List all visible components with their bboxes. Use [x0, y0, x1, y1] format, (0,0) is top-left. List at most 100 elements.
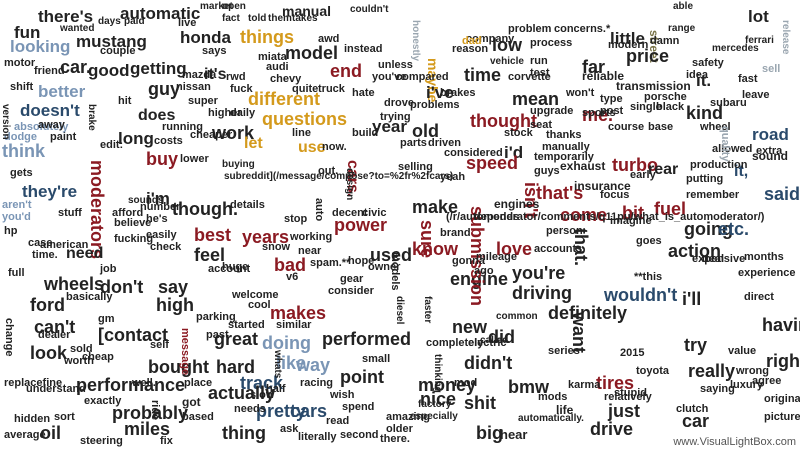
cloud-word: single [630, 101, 662, 113]
cloud-word: mercedes [712, 43, 759, 54]
cloud-word: i'll [682, 289, 702, 309]
cloud-word: come [560, 205, 608, 225]
cloud-word: job [100, 263, 117, 275]
cloud-word: let [244, 135, 263, 152]
cloud-word: toyota [636, 365, 669, 377]
cloud-word: experience [738, 267, 796, 279]
cloud-word: faster [422, 296, 433, 324]
cloud-word: rwd [226, 71, 246, 83]
cloud-word: great [214, 329, 259, 349]
cloud-word: parts [400, 137, 427, 149]
cloud-word: couldn't [350, 4, 389, 15]
cloud-word: second [340, 429, 379, 441]
cloud-word: did [488, 327, 515, 347]
cloud-word: decent [332, 207, 368, 219]
cloud-word: wrong [736, 365, 769, 377]
cloud-word: mean [512, 89, 560, 109]
cloud-word: performance [76, 375, 186, 395]
cloud-word: years [242, 227, 290, 247]
cloud-word: instead [344, 43, 383, 55]
cloud-word: got [182, 395, 201, 409]
cloud-word: 2015 [620, 347, 645, 359]
cloud-word: honestly [410, 20, 421, 62]
cloud-word: similar [276, 319, 312, 331]
cloud-word: they're [22, 182, 78, 201]
cloud-word: sounds [128, 195, 164, 206]
cloud-word: getting [130, 59, 187, 78]
cloud-word: factory [418, 399, 452, 410]
cloud-word: owner [368, 261, 401, 273]
cloud-word: really [688, 361, 736, 381]
cloud-word: number [140, 201, 181, 213]
cloud-word: track [240, 373, 284, 393]
cloud-word: etc. [718, 219, 750, 239]
cloud-word: high [156, 295, 194, 315]
cloud-word: called [480, 335, 509, 346]
cloud-word: gm [98, 313, 115, 325]
cloud-word: mileage [476, 251, 517, 263]
cloud-word: different [248, 89, 320, 109]
cloud-word: cool [248, 299, 271, 311]
cloud-word: right [766, 351, 800, 371]
cloud-word: message [179, 328, 191, 376]
cloud-word: rear [648, 161, 679, 178]
cloud-word: exactly [84, 395, 122, 407]
cloud-word: gets [10, 167, 33, 179]
cloud-word: hear [500, 427, 528, 442]
cloud-word: don't [100, 277, 144, 297]
cloud-word: auto [313, 198, 325, 222]
cloud-word: brakes [440, 87, 476, 99]
cloud-word: know [412, 239, 459, 259]
cloud-word: civic [362, 207, 387, 219]
cloud-word: sound [752, 149, 788, 163]
cloud-word: low [492, 35, 522, 55]
cloud-word: sold [70, 343, 93, 355]
cloud-word: ford [30, 295, 65, 315]
cloud-word: thing [222, 423, 266, 443]
cloud-word: compared [396, 71, 449, 83]
cloud-word: thought [470, 111, 537, 131]
cloud-word: told [248, 13, 267, 24]
cloud-word: full [8, 267, 25, 279]
cloud-word: test [530, 67, 550, 79]
cloud-word: sports [582, 107, 616, 119]
cloud-word: won't [566, 87, 595, 99]
cloud-word: saying [700, 383, 735, 395]
cloud-word: snow [262, 241, 291, 253]
cloud-word: clutch [676, 403, 709, 415]
cloud-word: karma [568, 379, 601, 391]
cloud-word: said [764, 184, 800, 204]
cloud-word: reliable [582, 69, 625, 83]
credit-watermark: www.VisualLightBox.com [673, 436, 796, 448]
cloud-word: car [682, 411, 710, 431]
cloud-word: thanks [546, 129, 582, 141]
cloud-word: can't [34, 317, 76, 337]
cloud-word: doesn't [20, 101, 80, 120]
cloud-word: remember [686, 189, 740, 201]
cloud-word: speed [466, 153, 519, 173]
cloud-word: paint [50, 131, 77, 143]
cloud-word: there's [38, 7, 94, 26]
cloud-word: open [222, 1, 246, 12]
cloud-word: american [40, 239, 89, 251]
cloud-word: hate [352, 87, 375, 99]
cloud-word: extra [756, 145, 783, 157]
cloud-word: guys [534, 165, 560, 177]
cloud-word: it, [734, 163, 749, 180]
cloud-word: porsche [644, 91, 687, 103]
cloud-word: reason [452, 43, 489, 55]
cloud-word: engine [450, 269, 509, 289]
cloud-word: life [556, 403, 574, 417]
cloud-word: little [610, 29, 645, 48]
cloud-word: past [206, 329, 229, 341]
cloud-word: shit [464, 393, 497, 413]
cloud-word: costs [154, 135, 183, 147]
cloud-word: direct [744, 291, 774, 303]
cloud-word: leave [742, 89, 770, 101]
cloud-word: brake [86, 104, 97, 131]
cloud-word: fuck [230, 83, 253, 95]
cloud-word: wouldn't [604, 285, 678, 305]
cloud-word: welcome [232, 289, 279, 301]
cloud-word: say [158, 277, 189, 297]
cloud-word: fast [738, 73, 758, 85]
